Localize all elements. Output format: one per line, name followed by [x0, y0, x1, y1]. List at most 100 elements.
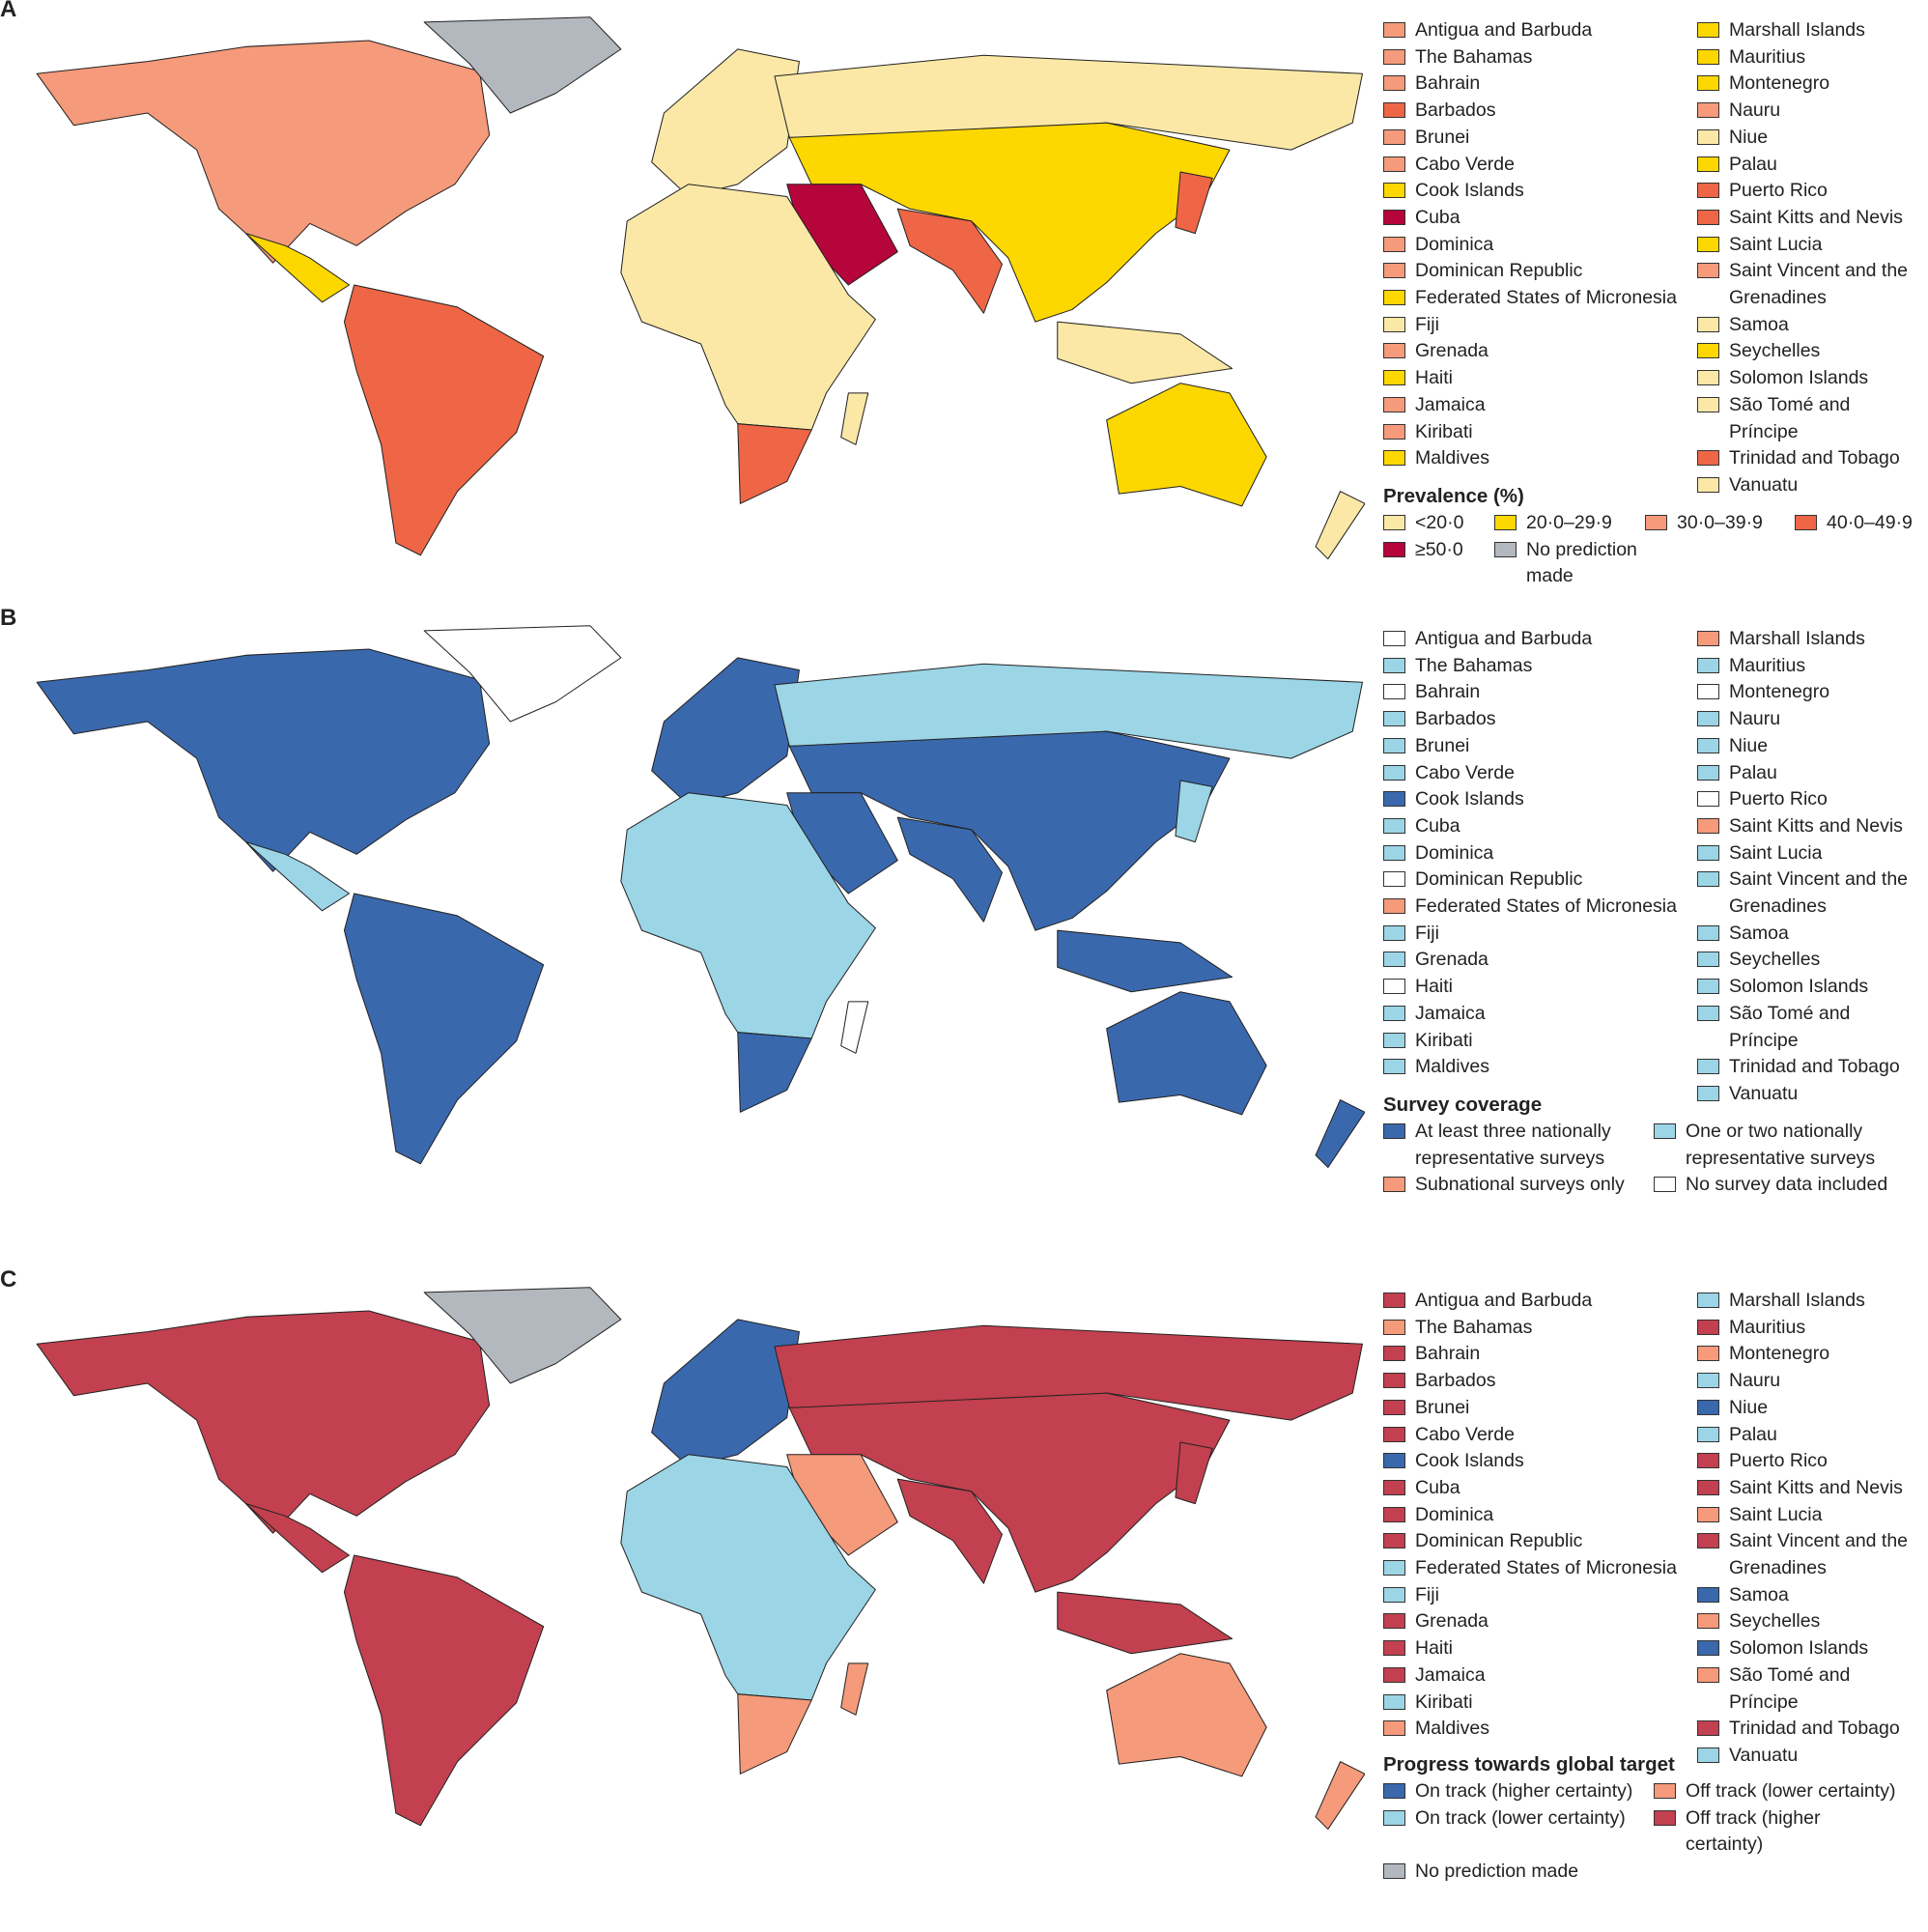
country-name: Saint Kitts and Nevis [1729, 206, 1903, 228]
country-name: Seychelles [1729, 949, 1821, 971]
region-south-asia [896, 1478, 1003, 1584]
color-swatch [1697, 1005, 1719, 1021]
region-se-asia [1057, 1591, 1233, 1655]
legend-country: Kiribati [1383, 1690, 1697, 1717]
legend-country: Puerto Rico [1697, 1448, 1924, 1475]
legend-country: Saint Kitts and Nevis [1697, 205, 1924, 232]
legend-country: Saint Lucia [1697, 1502, 1924, 1529]
color-swatch [1697, 476, 1719, 493]
color-swatch [1383, 1666, 1405, 1683]
color-swatch [1383, 263, 1405, 279]
legend-country: Fiji [1383, 1582, 1697, 1609]
country-name: Puerto Rico [1729, 1450, 1828, 1472]
legend-country: Dominica [1383, 232, 1697, 259]
panel-a: A Antigua and Barbuda The Bahamas Bahrain Ba… [0, 0, 1928, 609]
country-name: Samoa [1729, 922, 1789, 944]
color-swatch [1383, 1373, 1405, 1389]
country-name: Solomon Islands [1729, 367, 1869, 389]
color-swatch [1383, 343, 1405, 359]
legend-country: Saint Kitts and Nevis [1697, 813, 1924, 840]
legend-country: Solomon Islands [1697, 1635, 1924, 1662]
legend-country: Trinidad and Tobago [1697, 445, 1924, 472]
country-name: Federated States of Micronesia [1415, 287, 1677, 309]
legend-country: Brunei [1383, 733, 1697, 760]
color-swatch [1697, 450, 1719, 467]
color-swatch [1697, 711, 1719, 727]
legend-country: Samoa [1697, 312, 1924, 339]
color-swatch [1697, 1666, 1719, 1683]
country-name: Bahrain [1415, 1343, 1481, 1365]
color-swatch [1383, 1319, 1405, 1335]
region-south-asia [896, 816, 1003, 923]
color-swatch [1383, 1005, 1405, 1021]
color-swatch [1697, 1720, 1719, 1737]
region-central-america [245, 841, 351, 912]
legend-country: Niue [1697, 1395, 1924, 1422]
legend-country: Dominica [1383, 1502, 1697, 1529]
color-swatch [1383, 979, 1405, 995]
legend-country: Bahrain [1383, 1341, 1697, 1368]
color-swatch [1383, 1506, 1405, 1522]
legend-country: Cuba [1383, 813, 1697, 840]
country-name: Cuba [1415, 1476, 1460, 1498]
region-greenland [423, 16, 622, 114]
color-swatch [1383, 1613, 1405, 1630]
country-name: Kiribati [1415, 1029, 1473, 1051]
region-south-america [343, 1554, 545, 1827]
key-items: <20·0 20·0–29·9 30·0–39·9 40·0–49·9 ≥50·0 No … [1383, 510, 1928, 590]
color-swatch [1697, 75, 1719, 92]
legend-country: Fiji [1383, 921, 1697, 948]
country-name: Mauritius [1729, 654, 1806, 676]
region-australia [1106, 1653, 1267, 1777]
country-name: Saint Kitts and Nevis [1729, 1476, 1903, 1498]
color-swatch [1697, 1293, 1719, 1308]
country-name: Federated States of Micronesia [1415, 895, 1677, 918]
legend-country: Jamaica [1383, 1662, 1697, 1690]
country-name: Marshall Islands [1729, 1290, 1865, 1311]
color-swatch [1383, 1640, 1405, 1657]
legend-country: Maldives [1383, 1716, 1697, 1743]
region-madagascar [840, 1001, 869, 1054]
region-north-america [36, 648, 491, 872]
country-name: São Tomé and Príncipe [1729, 1002, 1851, 1051]
color-swatch [1494, 541, 1517, 557]
color-swatch [1697, 396, 1719, 412]
legend-country: Nauru [1697, 98, 1924, 125]
legend-country: Niue [1697, 125, 1924, 152]
color-swatch [1697, 871, 1719, 888]
region-new-zealand [1315, 1761, 1365, 1831]
legend-country: Marshall Islands [1697, 626, 1924, 653]
country-name: Samoa [1729, 313, 1789, 335]
key-label: On track (higher certainty) [1415, 1780, 1633, 1802]
country-name: Palau [1729, 153, 1777, 175]
legend-country: Dominican Republic [1383, 867, 1697, 894]
legend-country: Saint Lucia [1697, 232, 1924, 259]
region-japan [1175, 171, 1213, 235]
color-swatch [1697, 631, 1719, 646]
country-name: Antigua and Barbuda [1415, 1290, 1593, 1311]
region-greenland [423, 1287, 622, 1384]
country-legend: Antigua and Barbuda The Bahamas Bahrain Bar… [1383, 17, 1924, 499]
country-name: Cabo Verde [1415, 153, 1515, 175]
color-swatch [1795, 515, 1817, 530]
country-name: Jamaica [1415, 1002, 1486, 1024]
key-label: No prediction made [1415, 1861, 1579, 1883]
color-swatch [1383, 1586, 1405, 1603]
legend-country: Maldives [1383, 1054, 1697, 1081]
key-item-onL: On track (lower certainty) [1383, 1805, 1654, 1859]
country-name: The Bahamas [1415, 654, 1533, 676]
color-swatch [1383, 631, 1405, 646]
color-swatch [1697, 370, 1719, 386]
legend-country: Barbados [1383, 98, 1697, 125]
region-south-america [343, 893, 545, 1165]
color-swatch [1383, 450, 1405, 467]
country-name: Vanuatu [1729, 1082, 1799, 1104]
country-name: Niue [1729, 126, 1769, 148]
color-swatch [1654, 1123, 1676, 1139]
country-name: Trinidad and Tobago [1729, 447, 1900, 469]
country-name: Grenada [1415, 949, 1489, 971]
legend-country: Saint Kitts and Nevis [1697, 1475, 1924, 1502]
legend-country: Nauru [1697, 1368, 1924, 1395]
legend-country: Antigua and Barbuda [1383, 17, 1697, 44]
color-swatch [1697, 1533, 1719, 1549]
